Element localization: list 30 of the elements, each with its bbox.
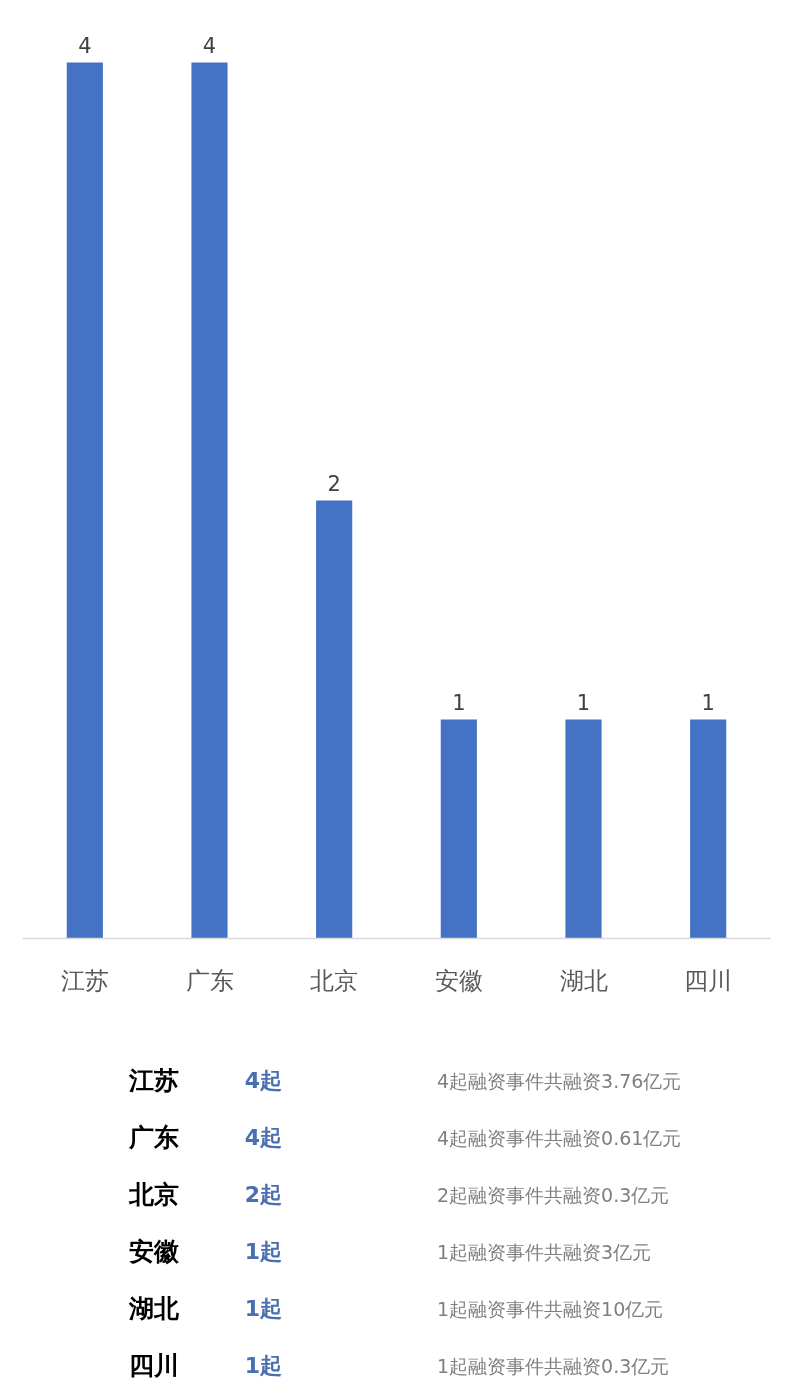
text: 2起 — [244, 1182, 283, 1207]
text: 4起融资事件共融资3.76亿元 — [437, 1069, 682, 1092]
text: 江苏 — [128, 1066, 180, 1095]
text: 四川 — [129, 1351, 180, 1380]
text: 4起 — [244, 1068, 283, 1093]
data-label: 1 — [701, 690, 715, 715]
data-label: 4 — [78, 33, 92, 58]
text: 1起融资事件共融资3亿元 — [437, 1240, 652, 1263]
x-tick-label: 江苏 — [60, 966, 109, 995]
text: 广东 — [128, 1123, 180, 1152]
text: 2起融资事件共融资0.3亿元 — [437, 1183, 670, 1206]
x-tick-label: 广东 — [185, 966, 234, 995]
text: 湖北 — [128, 1294, 181, 1323]
text: 1起融资事件共融资10亿元 — [437, 1297, 664, 1320]
data-label: 2 — [327, 471, 341, 496]
text: 北京 — [128, 1180, 180, 1209]
text: 4起 — [244, 1125, 283, 1150]
x-tick-label: 四川 — [684, 966, 733, 995]
data-label: 1 — [576, 690, 591, 715]
text: 安徽 — [129, 1237, 181, 1266]
data-label: 1 — [452, 690, 466, 715]
text: 1起融资事件共融资0.3亿元 — [437, 1354, 670, 1377]
text: 1起 — [244, 1353, 283, 1378]
x-tick-label: 湖北 — [559, 966, 608, 995]
x-tick-label: 北京 — [310, 966, 359, 995]
x-tick-label: 安徽 — [434, 966, 483, 995]
data-label: 4 — [202, 33, 217, 58]
text: 1起 — [244, 1296, 283, 1321]
text: 4起融资事件共融资0.61亿元 — [437, 1126, 682, 1149]
text: 1起 — [244, 1239, 283, 1264]
